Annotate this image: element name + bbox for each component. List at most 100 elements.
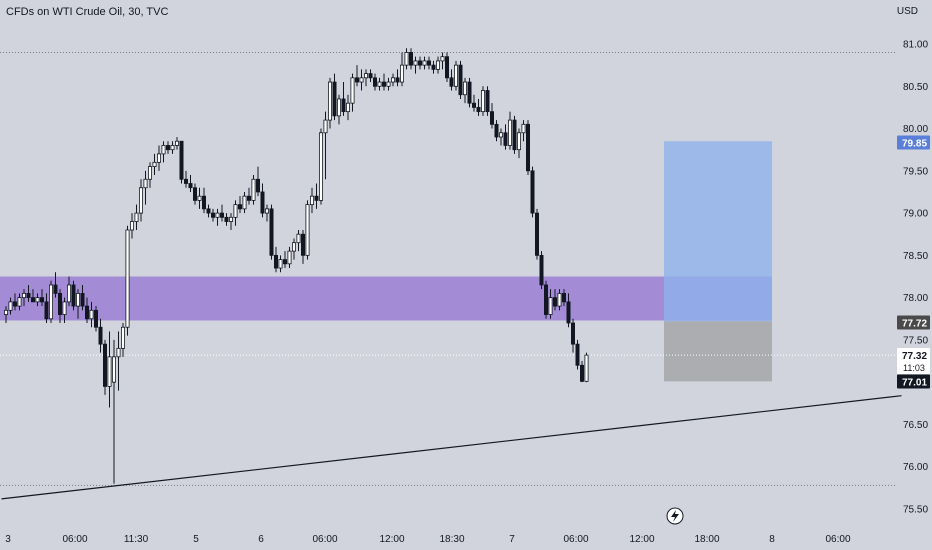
price-badge	[897, 135, 930, 150]
candle-body	[354, 77, 359, 83]
candle-body	[85, 305, 90, 320]
candle-body	[422, 60, 427, 66]
y-axis: 81.00 80.50 80.00 79.50 79.00 78.50 78.00 77.50…	[903, 40, 928, 516]
candle-body	[480, 90, 485, 113]
candle-body	[58, 293, 63, 315]
y-tick-label: 78.00	[903, 293, 928, 304]
candle-body	[98, 326, 103, 345]
candle-body	[156, 153, 161, 163]
price-badge	[897, 374, 930, 389]
x-tick-label: 8	[769, 534, 775, 545]
candle-body	[544, 284, 549, 315]
candle-body	[426, 60, 431, 66]
candle-body	[143, 178, 148, 189]
candle-body	[404, 52, 409, 66]
y-tick-label: 81.00	[903, 40, 928, 51]
candle-body	[40, 297, 45, 303]
candle-body	[390, 77, 395, 83]
candle-body	[413, 60, 418, 66]
candle-body	[453, 64, 458, 87]
candle-body	[53, 284, 58, 294]
candle-body	[467, 81, 472, 104]
candle-body	[76, 293, 81, 307]
trendline[interactable]	[1, 395, 902, 500]
stop-zone[interactable]	[664, 321, 772, 382]
candle-body	[336, 98, 341, 117]
candle-body	[345, 102, 350, 113]
candle-body	[584, 354, 589, 382]
x-tick-label: 06:00	[825, 534, 850, 545]
candle-body	[192, 187, 197, 201]
candle-body	[521, 123, 526, 134]
x-tick-label: 18:30	[439, 534, 464, 545]
candle-body	[246, 195, 251, 201]
y-tick-label: 76.00	[903, 462, 928, 473]
candle-body	[210, 212, 215, 218]
candle-body	[305, 204, 310, 256]
price-badge	[897, 315, 930, 330]
x-tick-label: 3	[5, 534, 11, 545]
candle-body	[67, 284, 72, 303]
candle-body	[206, 208, 211, 214]
y-tick-label: 76.50	[903, 420, 928, 431]
candle-body	[449, 77, 454, 87]
candle-body	[26, 293, 31, 299]
candle-body	[224, 216, 229, 222]
x-tick-label: 06:00	[62, 534, 87, 545]
candle-body	[80, 293, 85, 307]
candle-body	[242, 195, 247, 210]
candle-body	[174, 140, 179, 146]
candle-body	[44, 301, 49, 320]
candle-body	[571, 322, 576, 345]
candle-body	[363, 73, 368, 79]
candle-body	[309, 195, 314, 206]
y-tick-label: 80.50	[903, 82, 928, 93]
candle-body	[530, 170, 535, 214]
candle-body	[557, 293, 562, 307]
candle-body	[134, 212, 139, 222]
candle-body	[12, 301, 17, 307]
candle-body	[458, 64, 463, 96]
candle-body	[138, 187, 143, 214]
x-tick-label: 7	[509, 534, 515, 545]
candle-body	[129, 221, 134, 231]
price-badge	[897, 348, 930, 374]
candle-body	[372, 77, 377, 87]
candle-body	[377, 81, 382, 87]
x-axis: 3 06:00 11:30 5 6 06:00 12:00 18:30 7 06:00 12:00 1…	[5, 534, 851, 545]
target-zone[interactable]	[664, 141, 772, 322]
candle-body	[526, 123, 531, 172]
candle-body	[553, 297, 558, 307]
candle-body	[431, 64, 436, 70]
candle-body	[575, 343, 580, 366]
candle-body	[471, 102, 476, 108]
y-tick-label: 75.50	[903, 505, 928, 516]
candle-body	[494, 123, 499, 138]
candle-body	[327, 81, 332, 121]
candle-body	[300, 233, 305, 256]
candle-body	[440, 56, 445, 62]
candle-body	[49, 284, 54, 320]
candle-body	[462, 81, 467, 96]
candle-body	[89, 309, 94, 320]
candle-body	[395, 77, 400, 83]
replay-button[interactable]	[666, 507, 684, 525]
candle-body	[350, 77, 355, 104]
currency-label: USD	[896, 6, 918, 17]
trendline-layer	[1, 395, 902, 500]
candle-body	[296, 233, 301, 244]
candle-body	[548, 297, 553, 315]
candle-body	[107, 356, 112, 387]
price-badge-value: 79.85	[902, 139, 927, 150]
candle-body	[228, 216, 233, 222]
y-tick-label: 77.50	[903, 335, 928, 346]
candle-body	[237, 204, 242, 210]
lightning-icon	[671, 510, 679, 522]
price-badge-countdown: 11:03	[903, 363, 925, 373]
candle-body	[566, 301, 571, 324]
candle-body	[318, 132, 323, 201]
candle-body	[476, 107, 481, 113]
candle-body	[103, 343, 108, 387]
candle-body	[517, 132, 522, 151]
